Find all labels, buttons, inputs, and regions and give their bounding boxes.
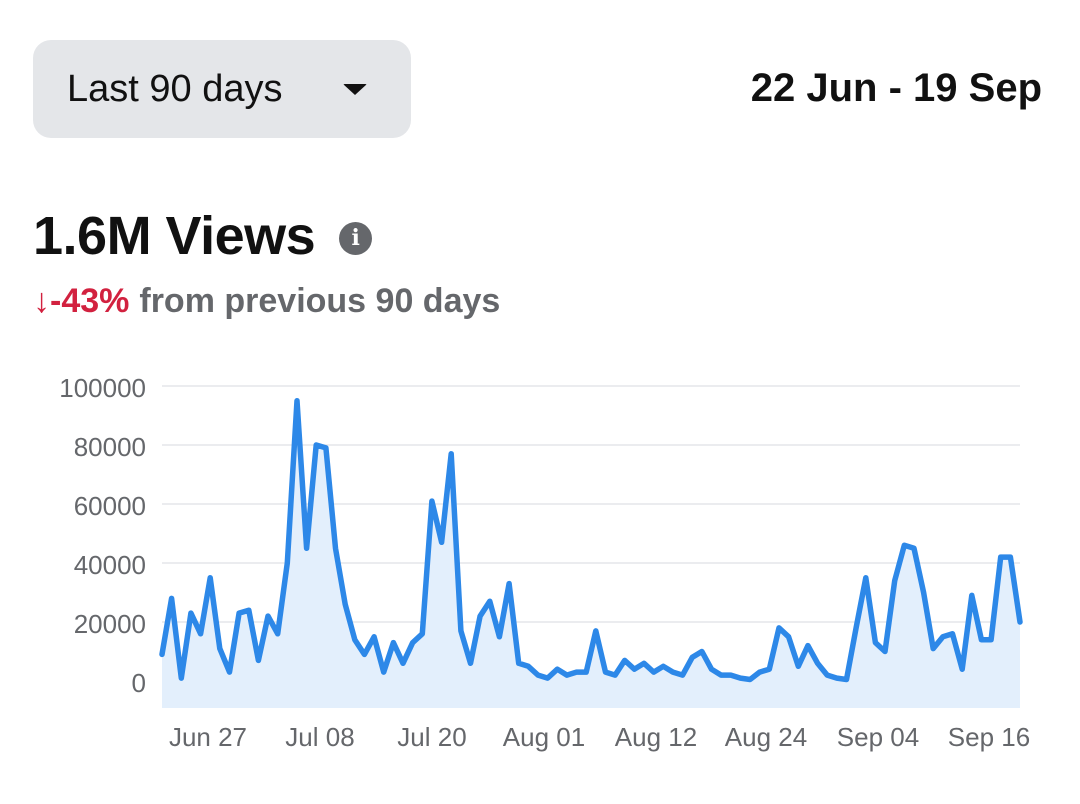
date-range-text: 22 Jun - 19 Sep — [750, 66, 1042, 110]
y-tick-label: 20000 — [74, 609, 146, 639]
x-tick-label: Jul 08 — [285, 722, 354, 752]
y-tick-label: 0 — [132, 668, 146, 698]
views-chart: 100000 80000 60000 40000 20000 0 Jun 27 Jul 08 J… — [59, 373, 1030, 752]
x-tick-label: Jul 20 — [397, 722, 466, 752]
views-total: 1.6M Views — [33, 206, 316, 266]
x-tick-label: Sep 04 — [837, 722, 919, 752]
views-summary: 1.6M Views i — [33, 205, 373, 267]
date-range-dropdown-label: Last 90 days — [67, 67, 283, 110]
x-tick-label: Aug 24 — [725, 722, 807, 752]
caret-down-icon — [343, 84, 367, 95]
y-tick-label: 100000 — [59, 373, 146, 403]
views-change: ↓ -43% from previous 90 days — [33, 282, 500, 321]
x-tick-label: Aug 01 — [503, 722, 585, 752]
change-caption: from previous 90 days — [139, 282, 501, 320]
arrow-down-icon: ↓ — [33, 282, 50, 320]
y-tick-label: 80000 — [74, 432, 146, 462]
y-tick-label: 40000 — [74, 550, 146, 580]
change-percent: -43% — [50, 282, 130, 320]
info-icon[interactable]: i — [339, 221, 373, 255]
series-line — [159, 398, 1023, 683]
x-tick-label: Jun 27 — [169, 722, 247, 752]
x-tick-label: Aug 12 — [615, 722, 697, 752]
x-tick-label: Sep 16 — [948, 722, 1030, 752]
y-tick-label: 60000 — [74, 491, 146, 521]
date-range-dropdown[interactable]: Last 90 days — [33, 40, 411, 138]
series-area — [162, 400, 1020, 708]
